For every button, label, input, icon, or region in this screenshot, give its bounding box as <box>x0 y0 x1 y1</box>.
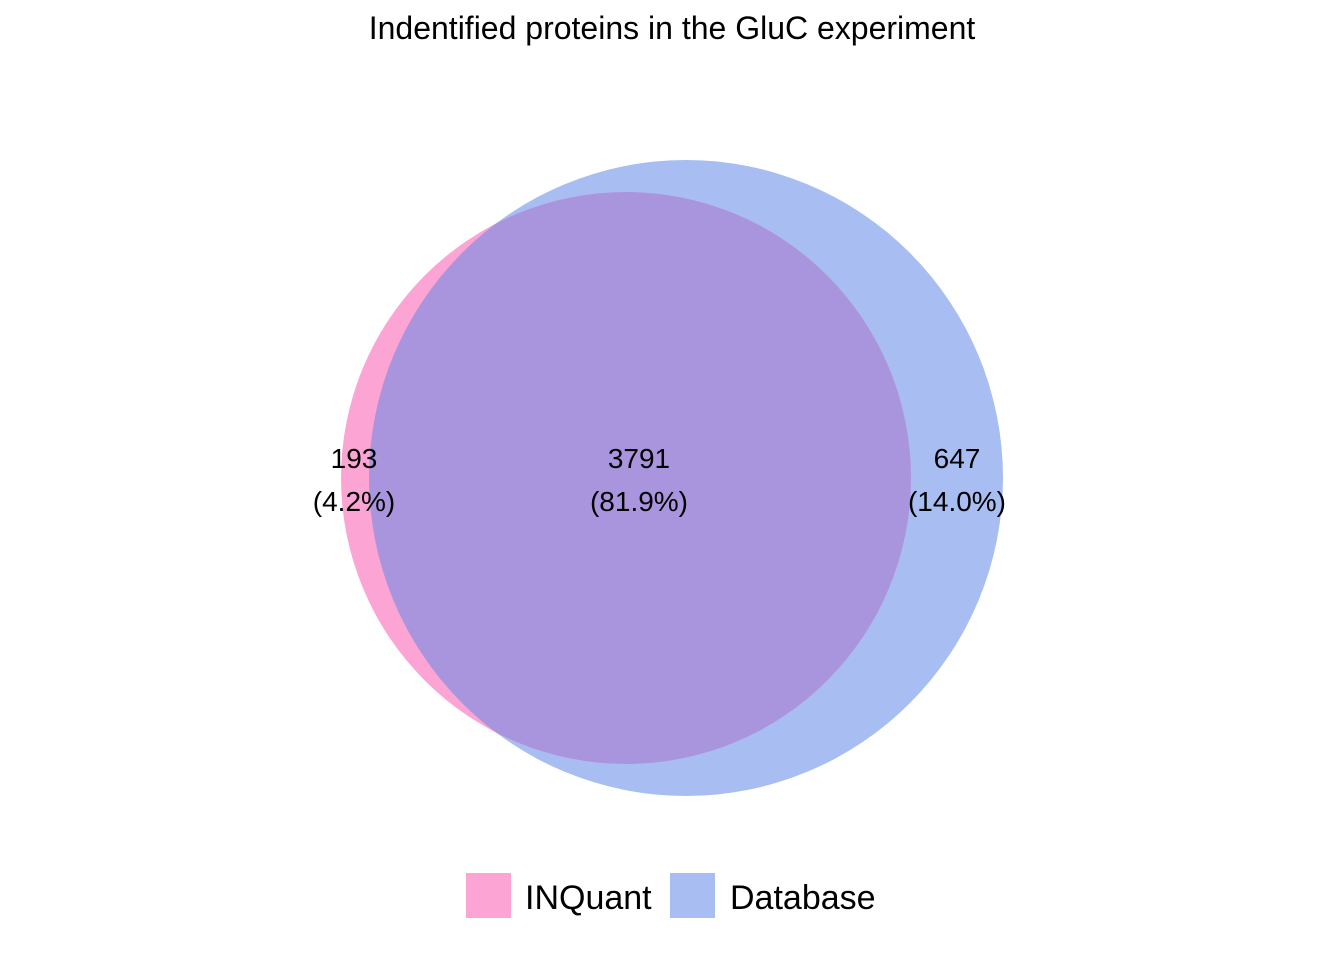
region-labels: 193 (4.2%) 3791 (81.9%) 647 (14.0%) <box>313 443 1006 517</box>
legend-label-inquant: INQuant <box>525 879 652 917</box>
inquant-only-percent: (4.2%) <box>313 486 395 517</box>
chart-title: Indentified proteins in the GluC experim… <box>369 10 976 46</box>
venn-circles <box>341 160 1003 796</box>
inquant-only-count: 193 <box>331 443 378 474</box>
legend-label-database: Database <box>730 879 876 917</box>
overlap-count: 3791 <box>608 443 670 474</box>
legend: INQuant Database <box>466 873 876 918</box>
database-only-count: 647 <box>934 443 981 474</box>
overlap-percent: (81.9%) <box>590 486 688 517</box>
legend-swatch-inquant <box>466 873 511 918</box>
overlap-region <box>369 192 911 764</box>
database-only-percent: (14.0%) <box>908 486 1006 517</box>
legend-swatch-database <box>670 873 715 918</box>
